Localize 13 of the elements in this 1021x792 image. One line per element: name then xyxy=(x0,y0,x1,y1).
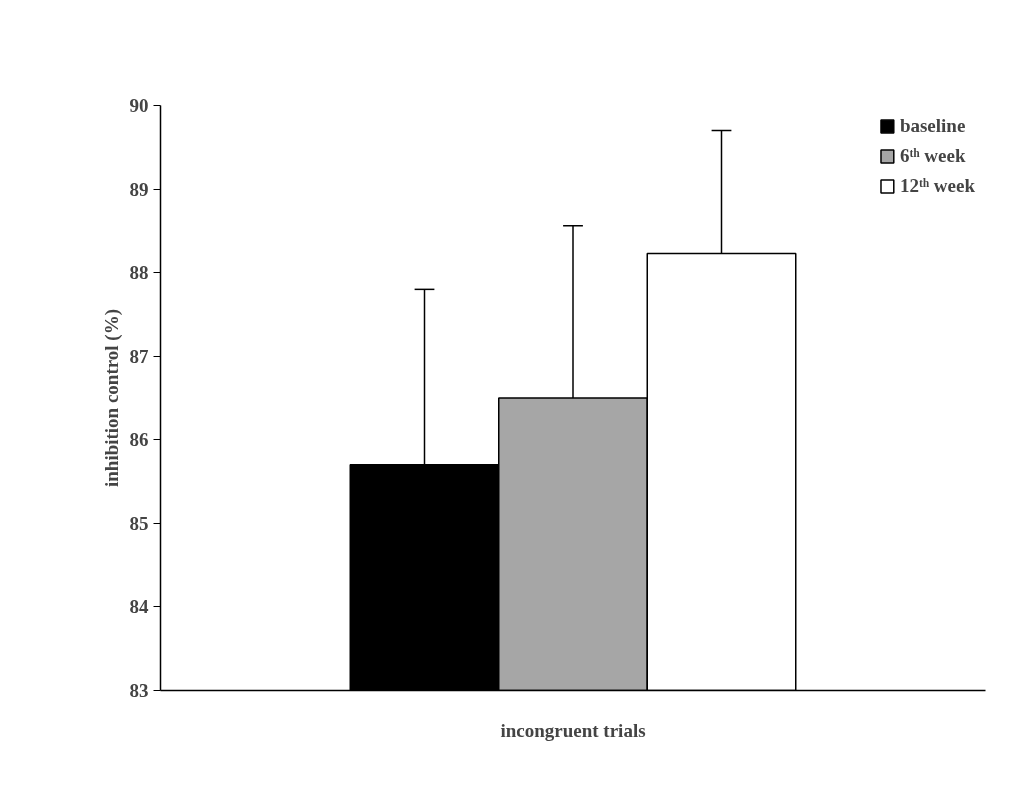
x-tick-label: incongruent trials xyxy=(500,719,646,741)
y-tick-label: 83 xyxy=(129,680,149,701)
y-tick-label: 88 xyxy=(129,262,149,284)
y-tick-label: 90 xyxy=(129,95,149,116)
y-tick-label: 87 xyxy=(129,345,149,367)
legend-label: baseline xyxy=(899,115,966,137)
y-tick-label: 85 xyxy=(129,512,149,534)
y-tick-label: 86 xyxy=(129,429,149,451)
legend-label: 6ᵗʰ week xyxy=(899,145,966,167)
y-tick-label: 89 xyxy=(129,178,149,200)
legend-label: 12ᵗʰ week xyxy=(899,175,975,197)
y-axis-title: inhibition control (%) xyxy=(100,308,123,488)
y-tick-label: 84 xyxy=(129,596,149,618)
